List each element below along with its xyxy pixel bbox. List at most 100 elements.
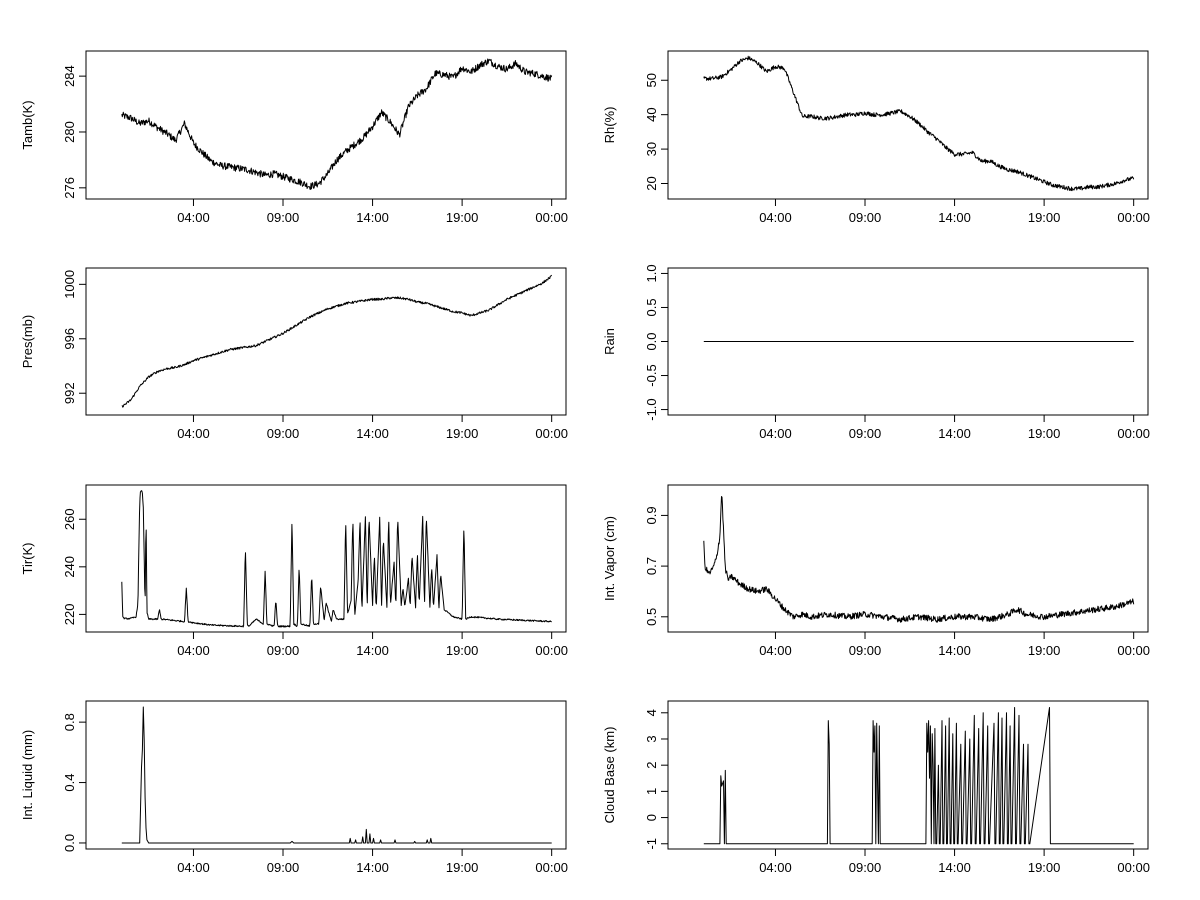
y-tick-label: 260 bbox=[62, 508, 77, 530]
x-tick-label: 09:00 bbox=[849, 210, 882, 225]
y-tick-label: 20 bbox=[644, 176, 659, 190]
plot-frame bbox=[667, 700, 1149, 850]
x-tick-label: 00:00 bbox=[1117, 426, 1150, 441]
y-tick-label: 0.5 bbox=[644, 298, 659, 316]
y-tick-label: 220 bbox=[62, 604, 77, 626]
y-tick-label: 40 bbox=[644, 107, 659, 121]
x-tick-label: 00:00 bbox=[1117, 210, 1150, 225]
series-line bbox=[121, 274, 553, 408]
x-tick-label: 00:00 bbox=[535, 860, 568, 875]
y-tick-label: -0.5 bbox=[644, 364, 659, 386]
x-tick-label: 09:00 bbox=[267, 210, 300, 225]
panel-2: 04:00 09:00 14:00 19:00 00:00 20 30 40 50 Rh(%) bbox=[602, 50, 1150, 225]
x-tick-label: 00:00 bbox=[535, 210, 568, 225]
x-tick-label: 14:00 bbox=[356, 210, 389, 225]
x-tick-label: 19:00 bbox=[1028, 210, 1061, 225]
panel-5: 04:00 09:00 14:00 19:00 00:00 220 240 260 Tir(K) bbox=[20, 484, 568, 658]
y-tick-label: 1 bbox=[644, 788, 659, 795]
x-tick-label: 14:00 bbox=[938, 643, 971, 658]
y-tick-label: 0.9 bbox=[644, 506, 659, 524]
y-tick-label: -1.0 bbox=[644, 398, 659, 420]
series-line bbox=[703, 707, 1134, 845]
y-tick-label: 992 bbox=[62, 382, 77, 404]
x-tick-label: 04:00 bbox=[177, 643, 210, 658]
y-tick-label: 0.0 bbox=[644, 332, 659, 350]
y-tick-label: 0.7 bbox=[644, 557, 659, 575]
panels-group: 04:00 09:00 14:00 19:00 00:00 276 280 284 Tamb(K… bbox=[20, 50, 1150, 875]
y-tick-label: 4 bbox=[644, 709, 659, 716]
x-tick-label: 09:00 bbox=[267, 426, 300, 441]
panel-7: 04:00 09:00 14:00 19:00 00:00 0.0 0.4 0.8 Int. L… bbox=[20, 700, 568, 875]
y-tick-label: 0.5 bbox=[644, 608, 659, 626]
x-tick-label: 19:00 bbox=[1028, 426, 1061, 441]
x-tick-label: 09:00 bbox=[849, 643, 882, 658]
x-tick-label: 19:00 bbox=[446, 860, 479, 875]
y-tick-label: 30 bbox=[644, 142, 659, 156]
plot-frame bbox=[85, 267, 567, 416]
y-tick-label: 2 bbox=[644, 762, 659, 769]
y-tick-label: 0 bbox=[644, 814, 659, 821]
x-tick-label: 09:00 bbox=[849, 426, 882, 441]
x-tick-label: 04:00 bbox=[759, 210, 792, 225]
plot-frame bbox=[85, 50, 567, 200]
x-tick-label: 00:00 bbox=[535, 643, 568, 658]
x-tick-label: 19:00 bbox=[446, 426, 479, 441]
x-tick-label: 14:00 bbox=[938, 860, 971, 875]
x-tick-label: 14:00 bbox=[938, 210, 971, 225]
y-tick-label: 1000 bbox=[62, 270, 77, 299]
y-tick-label: 280 bbox=[62, 121, 77, 143]
x-tick-label: 00:00 bbox=[535, 426, 568, 441]
x-tick-label: 00:00 bbox=[1117, 643, 1150, 658]
panel-4: 04:00 09:00 14:00 19:00 00:00 -1.0 -0.5 0.0 0.5 1… bbox=[602, 264, 1150, 441]
x-tick-label: 14:00 bbox=[356, 860, 389, 875]
y-tick-label: 0.8 bbox=[62, 713, 77, 731]
series-line bbox=[703, 55, 1135, 192]
y-axis-label: Rh(%) bbox=[602, 107, 617, 144]
y-tick-label: 276 bbox=[62, 177, 77, 199]
y-tick-label: 3 bbox=[644, 735, 659, 742]
panel-8: 04:00 09:00 14:00 19:00 00:00 -1 0 1 2 3 4 Cloud Ba… bbox=[602, 700, 1150, 875]
x-tick-label: 04:00 bbox=[759, 643, 792, 658]
plot-frame bbox=[667, 484, 1149, 633]
series-line bbox=[121, 490, 553, 628]
x-tick-label: 04:00 bbox=[177, 426, 210, 441]
panel-6: 04:00 09:00 14:00 19:00 00:00 0.5 0.7 0.9 Int. V… bbox=[602, 484, 1150, 658]
y-axis-label: Cloud Base (km) bbox=[602, 727, 617, 824]
x-tick-label: 19:00 bbox=[446, 210, 479, 225]
plot-frame bbox=[85, 484, 567, 633]
plot-frame bbox=[85, 700, 567, 850]
x-tick-label: 19:00 bbox=[1028, 643, 1061, 658]
series-line bbox=[121, 58, 553, 190]
x-tick-label: 19:00 bbox=[1028, 860, 1061, 875]
y-tick-label: 0.4 bbox=[62, 774, 77, 792]
y-axis-label: Tamb(K) bbox=[20, 100, 35, 149]
x-tick-label: 04:00 bbox=[759, 860, 792, 875]
y-tick-label: 50 bbox=[644, 73, 659, 87]
x-tick-label: 09:00 bbox=[267, 643, 300, 658]
series-line bbox=[121, 706, 552, 844]
x-tick-label: 14:00 bbox=[938, 426, 971, 441]
y-tick-label: 0.0 bbox=[62, 834, 77, 852]
y-tick-label: 240 bbox=[62, 556, 77, 578]
x-tick-label: 09:00 bbox=[267, 860, 300, 875]
x-tick-label: 14:00 bbox=[356, 426, 389, 441]
y-tick-label: -1 bbox=[644, 838, 659, 850]
y-axis-label: Rain bbox=[602, 328, 617, 355]
y-axis-label: Int. Liquid (mm) bbox=[20, 730, 35, 820]
plot-frame bbox=[667, 50, 1149, 200]
x-tick-label: 04:00 bbox=[759, 426, 792, 441]
x-tick-label: 00:00 bbox=[1117, 860, 1150, 875]
y-axis-label: Tir(K) bbox=[20, 542, 35, 574]
y-axis-label: Pres(mb) bbox=[20, 315, 35, 368]
x-tick-label: 09:00 bbox=[849, 860, 882, 875]
series-line bbox=[703, 496, 1135, 623]
x-tick-label: 14:00 bbox=[356, 643, 389, 658]
y-axis-label: Int. Vapor (cm) bbox=[602, 516, 617, 601]
y-tick-label: 996 bbox=[62, 328, 77, 350]
y-tick-label: 284 bbox=[62, 65, 77, 87]
panel-3: 04:00 09:00 14:00 19:00 00:00 992 996 1000 Pres(… bbox=[20, 267, 568, 441]
x-tick-label: 04:00 bbox=[177, 860, 210, 875]
y-tick-label: 1.0 bbox=[644, 264, 659, 282]
panel-1: 04:00 09:00 14:00 19:00 00:00 276 280 284 Tamb(K… bbox=[20, 50, 568, 225]
